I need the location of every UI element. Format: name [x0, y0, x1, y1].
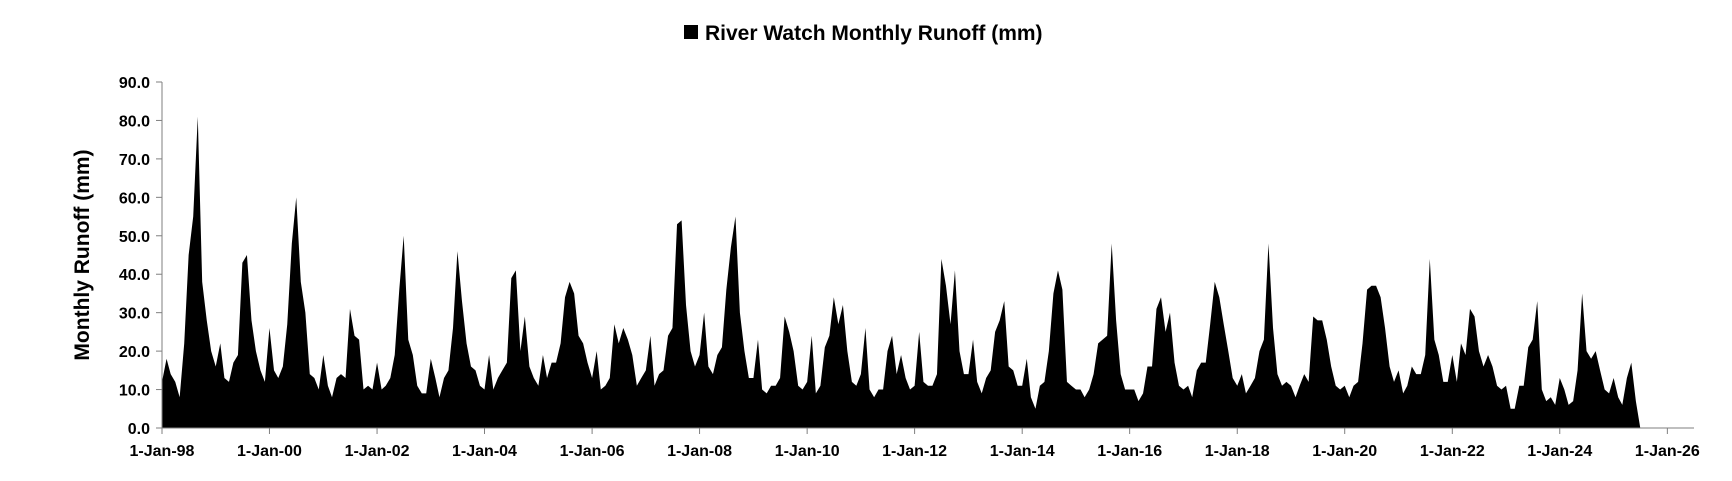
y-tick-label: 60.0 [119, 190, 150, 207]
x-tick-label: 1-Jan-08 [667, 443, 732, 460]
x-tick-label: 1-Jan-04 [452, 443, 517, 460]
legend-label: River Watch Monthly Runoff (mm) [705, 22, 1043, 45]
y-tick-label: 70.0 [119, 152, 150, 169]
y-tick-label: 90.0 [119, 75, 150, 92]
y-tick-label: 80.0 [119, 113, 150, 130]
x-tick-label: 1-Jan-10 [775, 443, 840, 460]
x-axis-ticks: 1-Jan-98 1-Jan-00 1-Jan-02 1-Jan-04 1-Jan-06… [130, 428, 1700, 460]
x-tick-label: 1-Jan-14 [990, 443, 1055, 460]
y-tick-label: 10.0 [119, 383, 150, 400]
y-axis-title: Monthly Runoff (mm) [71, 149, 94, 360]
legend-swatch [684, 25, 698, 39]
x-tick-label: 1-Jan-18 [1205, 443, 1270, 460]
legend: River Watch Monthly Runoff (mm) [684, 22, 1043, 45]
y-axis-ticks: 0.0 10.0 20.0 30.0 40.0 50.0 60.0 70.0 80.0 90.0 [119, 75, 162, 438]
y-tick-label: 30.0 [119, 306, 150, 323]
x-tick-label: 1-Jan-98 [130, 443, 195, 460]
y-tick-label: 0.0 [128, 421, 150, 438]
y-tick-label: 50.0 [119, 229, 150, 246]
x-tick-label: 1-Jan-26 [1635, 443, 1700, 460]
x-tick-label: 1-Jan-12 [882, 443, 947, 460]
x-tick-label: 1-Jan-24 [1527, 443, 1592, 460]
y-tick-label: 40.0 [119, 267, 150, 284]
x-tick-label: 1-Jan-06 [560, 443, 625, 460]
x-tick-label: 1-Jan-22 [1420, 443, 1485, 460]
x-tick-label: 1-Jan-16 [1097, 443, 1162, 460]
x-tick-label: 1-Jan-20 [1312, 443, 1377, 460]
runoff-area-series [162, 116, 1641, 428]
y-tick-label: 20.0 [119, 344, 150, 361]
x-tick-label: 1-Jan-02 [345, 443, 410, 460]
x-tick-label: 1-Jan-00 [237, 443, 302, 460]
